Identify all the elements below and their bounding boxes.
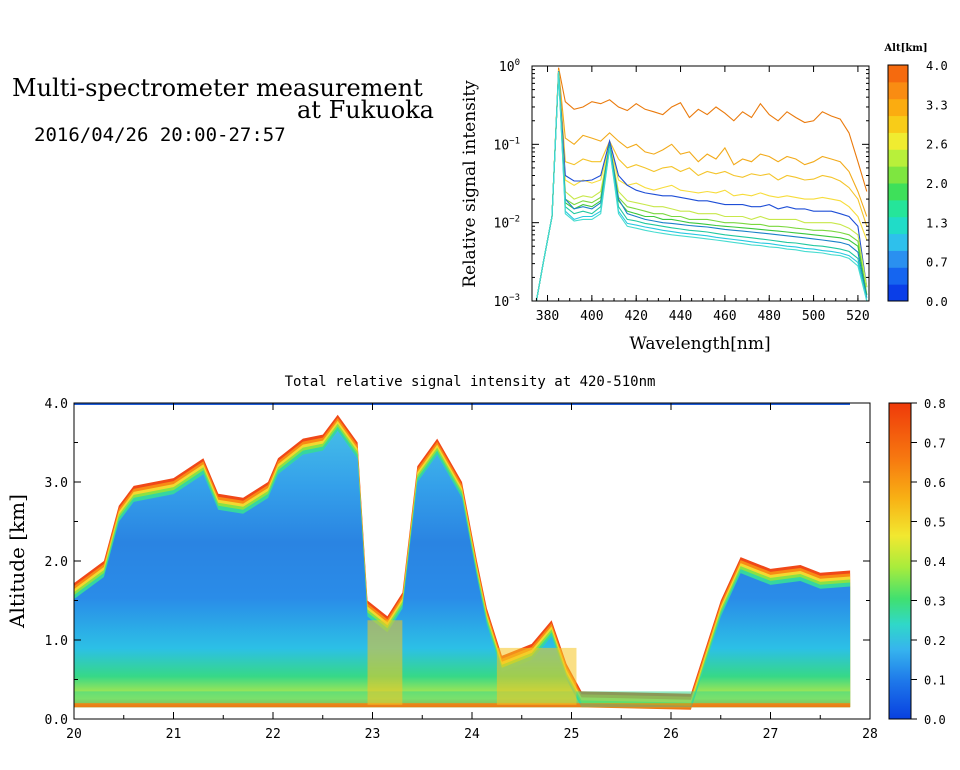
altitude-colorbar: 4.0 3.3 2.6 2.0 1.3 0.7 0.0 (887, 59, 948, 309)
spectrum-series-line (535, 71, 868, 301)
heatmap-y-tick-label: 3.0 (45, 476, 68, 491)
spectrum-x-tick-label: 400 (580, 309, 603, 324)
heatmap-x-tick-label: 27 (763, 727, 779, 742)
spectrum-series-line (535, 71, 868, 301)
spectrum-series-line (535, 69, 868, 301)
heatmap-title: Total relative signal intensity at 420-5… (285, 374, 656, 390)
altitude-colorbar-step (888, 267, 908, 285)
spectrum-x-tick-label: 380 (536, 309, 559, 324)
page-title-block: Multi-spectrometer measurement at Fukuok… (0, 0, 450, 160)
spectrum-x-axis-label: Wavelength[nm] (629, 334, 770, 354)
altitude-colorbar-label: 2.6 (926, 138, 948, 152)
heatmap-x-tick-label: 23 (365, 727, 381, 742)
heatmap-x-axis: 20 21 22 23 24 25 26 27 28 (66, 403, 878, 742)
altitude-colorbar-step (888, 149, 908, 167)
spectrum-y-tick-label: 10−3 (494, 293, 521, 310)
altitude-colorbar-step (888, 284, 908, 302)
altitude-colorbar-step (888, 250, 908, 268)
heatmap-x-tick-label: 21 (166, 727, 182, 742)
altitude-colorbar-step (888, 166, 908, 184)
heatmap-x-tick-label: 26 (663, 727, 679, 742)
measurement-datetime: 2016/04/26 20:00-27:57 (34, 124, 286, 146)
altitude-colorbar-step (888, 98, 908, 117)
heatmap-x-tick-label: 28 (862, 727, 878, 742)
altitude-colorbar-step (888, 132, 908, 150)
spectrum-x-tick-label: 420 (624, 309, 647, 324)
spectrum-series-line (535, 70, 868, 301)
heatmap-x-tick-label: 20 (66, 727, 82, 742)
spectrum-y-tick-label: 100 (499, 58, 520, 75)
spectrum-y-axis-label: Relative signal intensity (460, 80, 480, 288)
intensity-colorbar-ticks: 0.8 0.7 0.6 0.5 0.4 0.3 0.2 0.1 0.0 (911, 397, 946, 727)
high-intensity-region (367, 620, 403, 705)
spectrum-plot-frame (531, 65, 870, 302)
heatmap-y-tick-label: 1.0 (45, 634, 68, 649)
altitude-heatmap-chart: Total relative signal intensity at 420-5… (5, 374, 946, 742)
spectrum-series-line (535, 67, 868, 301)
heatmap-y-tick-label: 4.0 (45, 397, 68, 412)
altitude-colorbar-step (888, 115, 908, 133)
spectrum-y-tick-label: 10−1 (494, 136, 521, 153)
spectrum-x-tick-label: 460 (713, 309, 736, 324)
spectrum-series-line (535, 71, 868, 301)
altitude-colorbar-label: 0.0 (926, 295, 948, 309)
page-title-line1: Multi-spectrometer measurement (12, 74, 423, 102)
surface-layer-band (74, 691, 851, 704)
heatmap-y-axis-label: Altitude [km] (5, 494, 29, 629)
spectrum-series-line (535, 71, 868, 301)
intensity-colorbar-label: 0.8 (924, 397, 946, 411)
spectrum-line-chart: 380 400 420 440 460 480 500 520 100 10−1 10−2 10−3… (460, 43, 948, 354)
heatmap-cloud-layer (74, 414, 851, 710)
altitude-colorbar-step (888, 65, 908, 83)
spectrum-x-tick-label: 440 (669, 309, 692, 324)
altitude-colorbar-step (888, 216, 908, 235)
intensity-colorbar-label: 0.4 (924, 555, 946, 569)
heatmap-x-tick-label: 25 (564, 727, 580, 742)
altitude-colorbar-label: 1.3 (926, 216, 948, 230)
surface-layer-edge (74, 703, 851, 708)
altitude-colorbar-label: 2.0 (926, 177, 948, 191)
altitude-colorbar-label: 4.0 (926, 59, 948, 73)
heatmap-y-axis: 0.0 1.0 2.0 3.0 4.0 (45, 397, 870, 728)
intensity-colorbar-label: 0.2 (924, 634, 946, 648)
intensity-colorbar-label: 0.5 (924, 516, 946, 530)
intensity-colorbar-label: 0.3 (924, 595, 946, 609)
spectrum-x-axis: 380 400 420 440 460 480 500 520 (536, 66, 870, 324)
altitude-colorbar-label: 3.3 (926, 98, 948, 112)
page-title-line2: at Fukuoka (297, 96, 434, 124)
intensity-colorbar-label: 0.6 (924, 476, 946, 490)
cloud-interior (74, 430, 851, 710)
intensity-colorbar-label: 0.7 (924, 437, 946, 451)
spectrum-y-axis: 100 10−1 10−2 10−3 (494, 58, 869, 310)
spectrum-series-group (535, 67, 868, 301)
spectrum-series-line (535, 71, 868, 301)
spectrum-y-tick-label: 10−2 (494, 215, 521, 232)
spectrum-series-line (535, 71, 868, 301)
altitude-colorbar-step (888, 199, 908, 218)
spectrum-x-tick-label: 500 (802, 309, 825, 324)
intensity-colorbar (888, 402, 912, 720)
altitude-colorbar-step (888, 233, 908, 251)
intensity-colorbar-label: 0.1 (924, 674, 946, 688)
altitude-colorbar-title: Alt[km] (883, 43, 927, 54)
heatmap-x-tick-label: 24 (464, 727, 480, 742)
spectrum-series-line (535, 71, 868, 301)
spectrum-series-line (535, 71, 868, 301)
altitude-colorbar-label: 0.7 (926, 256, 948, 270)
heatmap-y-tick-label: 0.0 (45, 713, 68, 728)
high-intensity-region (496, 647, 577, 705)
altitude-colorbar-step (888, 81, 908, 100)
spectrum-x-tick-label: 520 (846, 309, 869, 324)
heatmap-y-tick-label: 2.0 (45, 555, 68, 570)
intensity-colorbar-label: 0.0 (924, 713, 946, 727)
altitude-colorbar-step (888, 183, 908, 201)
altitude-colorbar-frame (887, 64, 909, 302)
spectrum-x-tick-label: 480 (757, 309, 780, 324)
heatmap-x-tick-label: 22 (265, 727, 281, 742)
